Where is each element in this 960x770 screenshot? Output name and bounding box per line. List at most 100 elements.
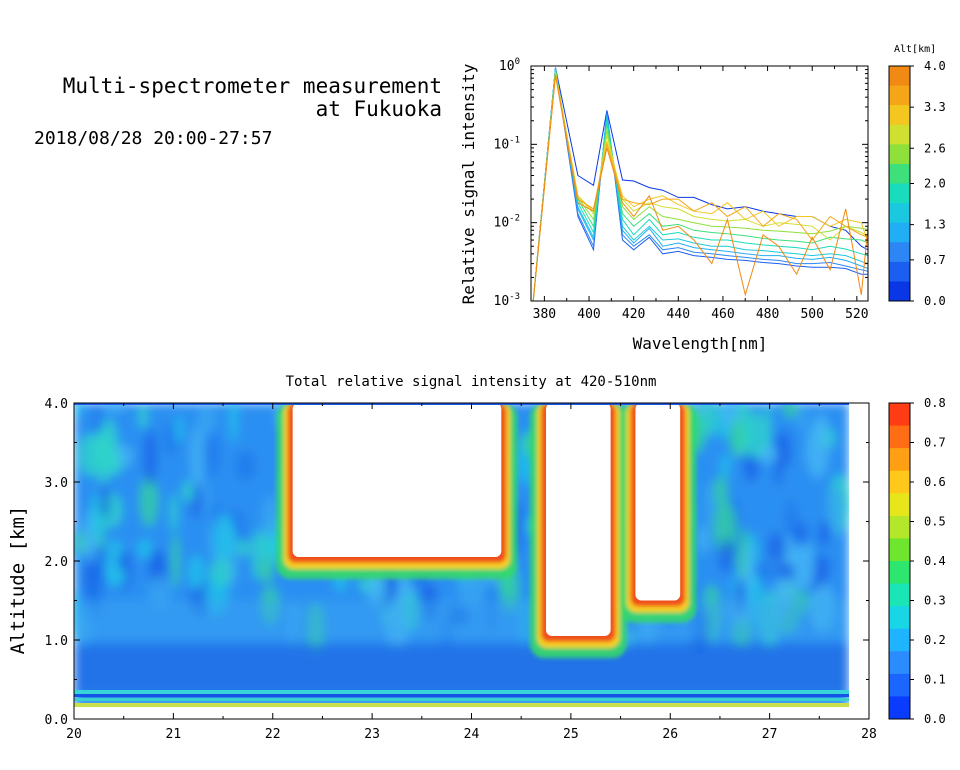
heatmap-speckle: [138, 404, 148, 430]
colorbar-swatch: [889, 493, 910, 516]
heatmap-speckle: [209, 558, 233, 585]
colorbar-tick-label: 0.2: [924, 633, 946, 647]
heatmap-speckle: [704, 481, 713, 525]
heatmap-speckle: [93, 546, 108, 566]
heatmap-speckle: [170, 493, 178, 533]
spectrum-plot-area: [531, 66, 868, 301]
spectrum-xtick-label: 500: [800, 307, 823, 322]
spectrum-colorbar-label: Alt[km]: [894, 44, 936, 55]
figure-canvas: 380 400 420 440 460 480 500 52010-310-210-1100 …: [0, 0, 960, 770]
heatmap-speckle: [720, 454, 730, 479]
heatmap-ytick-label: 4.0: [45, 397, 68, 412]
colorbar-swatch: [889, 629, 910, 652]
colorbar-tick-label: 0.5: [924, 515, 946, 529]
surface-band-cyan2: [74, 698, 849, 701]
colorbar-swatch: [889, 242, 910, 262]
heatmap-speckle: [755, 562, 771, 580]
heatmap-speckle: [828, 486, 844, 539]
heatmap-speckle: [698, 524, 708, 555]
heatmap-xtick-label: 22: [265, 727, 281, 742]
spectrum-ytick-label: 10-1: [494, 135, 521, 152]
colorbar-tick-label: 0.0: [924, 712, 946, 726]
spectrum-chart: 380 400 420 440 460 480 500 52010-310-210-1100 …: [459, 44, 946, 353]
heatmap-speckle: [236, 451, 256, 481]
heatmap-ytick-label: 1.0: [45, 634, 68, 649]
colorbar-tick-label: 0.8: [924, 396, 946, 410]
colorbar-swatch: [889, 144, 910, 164]
colorbar-swatch: [889, 164, 910, 184]
heatmap-speckle: [782, 399, 798, 417]
colorbar-swatch: [889, 426, 910, 449]
colorbar-swatch: [889, 538, 910, 561]
colorbar-swatch: [889, 516, 910, 539]
intensity-colorbar: 0.0 0.1 0.2 0.3 0.4 0.5 0.6 0.7 0.8: [889, 396, 946, 726]
colorbar-swatch: [889, 403, 910, 426]
colorbar-tick-label: 4.0: [924, 59, 946, 73]
colorbar-swatch: [889, 262, 910, 282]
heatmap-chart: Total relative signal intensity at 420-5…: [7, 374, 946, 742]
colorbar-swatch: [889, 674, 910, 697]
colorbar-tick-label: 1.3: [924, 218, 946, 232]
heatmap-speckle: [236, 539, 251, 556]
heatmap-speckle: [744, 542, 754, 588]
heatmap-speckle: [206, 430, 220, 476]
altitude-colorbar: 0.0 0.7 1.3 2.0 2.6 3.3 4.0: [889, 59, 946, 308]
surface-band-blue: [74, 694, 849, 697]
colorbar-swatch: [889, 223, 910, 243]
spectrum-xtick-label: 380: [533, 307, 556, 322]
heatmap-speckle: [144, 428, 156, 486]
heatmap-speckle: [701, 393, 718, 437]
heatmap-speckle: [794, 542, 815, 589]
heatmap-xtick-label: 25: [563, 727, 579, 742]
spectrum-ytick-label: 100: [499, 57, 520, 74]
heatmap-speckle: [213, 515, 235, 561]
heatmap-image: [65, 380, 869, 719]
cloud-core: [293, 403, 502, 557]
colorbar-swatch: [889, 448, 910, 471]
heatmap-speckle: [774, 562, 795, 581]
heatmap-xtick-label: 24: [464, 727, 480, 742]
heatmap-xtick-label: 23: [364, 727, 380, 742]
heatmap-speckle: [101, 485, 109, 518]
colorbar-tick-label: 0.7: [924, 253, 946, 267]
heatmap-speckle: [786, 499, 797, 542]
heatmap-title: Total relative signal intensity at 420-5…: [286, 374, 657, 390]
colorbar-swatch: [889, 471, 910, 494]
heatmap-speckle: [797, 401, 808, 433]
heatmap-ylabel: Altitude [km]: [7, 506, 29, 655]
colorbar-tick-label: 0.1: [924, 673, 946, 687]
heatmap-speckle: [719, 538, 732, 573]
heatmap-xtick-label: 28: [861, 727, 877, 742]
heatmap-speckle: [730, 419, 745, 457]
spectrum-xtick-label: 460: [711, 307, 734, 322]
colorbar-swatch: [889, 86, 910, 106]
heatmap-speckle: [806, 424, 829, 478]
heatmap-speckle: [93, 429, 113, 483]
heatmap-speckle: [107, 567, 126, 587]
cloud-core: [546, 403, 611, 636]
colorbar-tick-label: 0.0: [924, 294, 946, 308]
colorbar-tick-label: 3.3: [924, 100, 946, 114]
colorbar-tick-label: 0.4: [924, 554, 946, 568]
colorbar-swatch: [889, 696, 910, 719]
colorbar-swatch: [889, 561, 910, 584]
heatmap-speckle: [744, 412, 766, 459]
heatmap-speckle: [182, 480, 194, 503]
spectrum-ytick-label: 10-3: [494, 292, 521, 309]
heatmap-ytick-label: 3.0: [45, 476, 68, 491]
heatmap-ytick-label: 0.0: [45, 713, 68, 728]
spectrum-xtick-label: 520: [845, 307, 868, 322]
heatmap-mid-layer: [74, 600, 849, 640]
heatmap-speckle: [190, 426, 205, 485]
heatmap-speckle: [229, 388, 238, 443]
colorbar-swatch: [889, 125, 910, 145]
surface-band-cyan: [74, 690, 849, 694]
heatmap-speckle: [171, 534, 180, 589]
heatmap-lower-layer: [74, 644, 849, 694]
heatmap-xtick-label: 27: [762, 727, 778, 742]
colorbar-swatch: [889, 66, 910, 86]
spectrum-xtick-label: 400: [577, 307, 600, 322]
heatmap-xtick-label: 21: [166, 727, 182, 742]
heatmap-ytick-label: 2.0: [45, 555, 68, 570]
heatmap-speckle: [175, 416, 184, 444]
